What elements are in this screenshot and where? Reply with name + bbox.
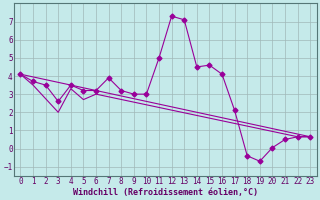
- X-axis label: Windchill (Refroidissement éolien,°C): Windchill (Refroidissement éolien,°C): [73, 188, 258, 197]
